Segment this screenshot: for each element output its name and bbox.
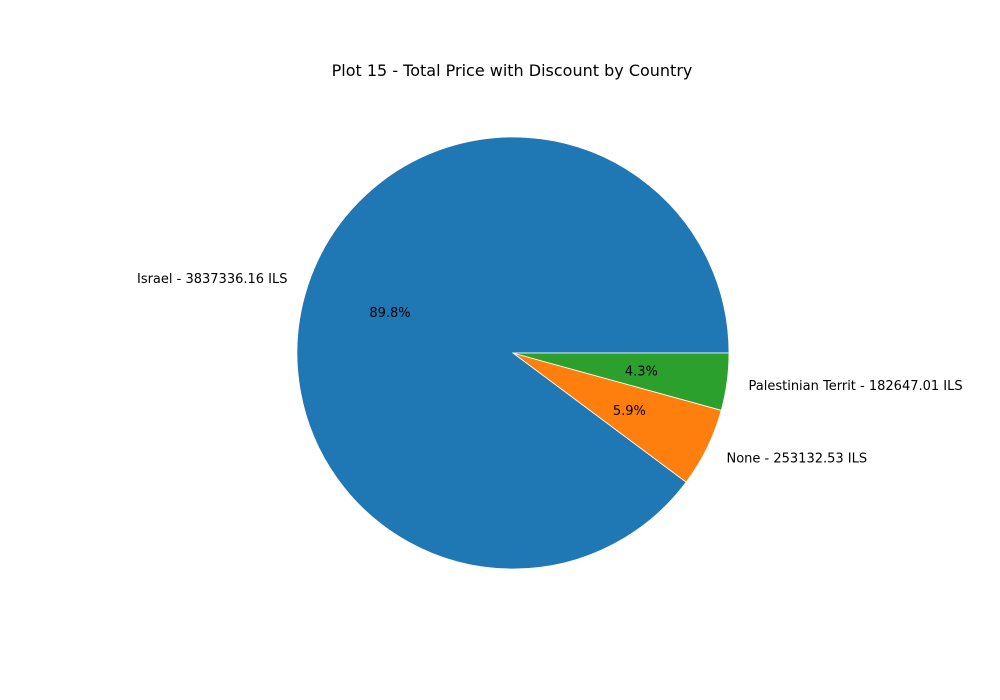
slice-label-0: Israel - 3837336.16 ILS [137, 272, 288, 287]
pie-slice-2 [512, 352, 730, 411]
chart-title: Plot 15 - Total Price with Discount by C… [332, 61, 693, 80]
slice-label-1: None - 253132.53 ILS [727, 451, 868, 466]
slice-labels: Israel - 3837336.16 ILS 89.8% None - 25313… [137, 272, 963, 466]
slice-label-2: Palestinian Territ - 182647.01 ILS [749, 379, 963, 394]
slice-percent-0: 89.8% [369, 306, 410, 321]
slice-percent-1: 5.9% [613, 404, 646, 419]
pie-slices [296, 136, 730, 570]
slice-percent-2: 4.3% [625, 364, 658, 379]
